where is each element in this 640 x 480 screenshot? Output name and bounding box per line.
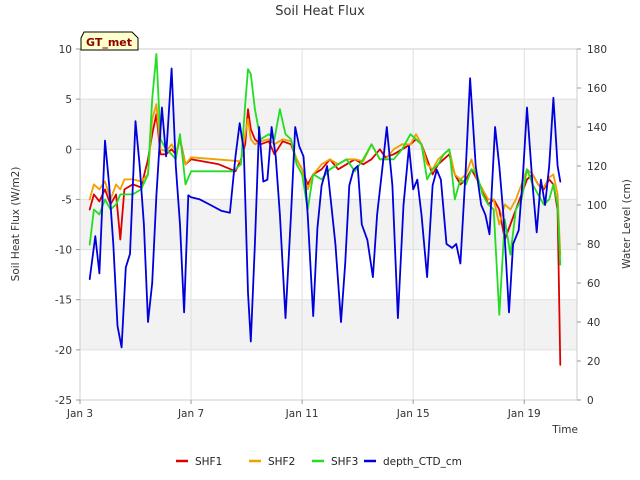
x-tick-label: Jan 7: [177, 408, 204, 420]
y-tick-label: -20: [55, 345, 72, 357]
x-axis: Jan 3 Jan 7 Jan 11 Jan 15 Jan 19: [66, 400, 541, 420]
x-tick-label: Jan 3: [66, 408, 93, 420]
x-tick-label: Jan 19: [507, 408, 541, 420]
series-line-shf3: [88, 53, 562, 316]
x-tick-label: Jan 15: [396, 408, 430, 420]
chart-title: Soil Heat Flux: [275, 4, 365, 19]
badge-label: GT_met: [86, 36, 132, 49]
legend-label: SHF1: [195, 456, 222, 468]
y2-tick-label: 140: [587, 122, 607, 134]
series-line-depth-ctd-cm: [88, 67, 562, 349]
background-band: [80, 349, 577, 400]
y2-tick-label: 60: [587, 278, 600, 290]
y-tick-label: -5: [62, 194, 72, 206]
left-y-axis: -25 -20 -15 -10 -5 0 5 10: [55, 44, 80, 407]
y-tick-label: 5: [65, 94, 72, 106]
background-band: [80, 299, 577, 350]
legend-label: SHF3: [331, 456, 358, 468]
right-y-axis: 0 20 40 60 80 100 120 140 160 180: [577, 44, 607, 407]
legend-label: SHF2: [268, 456, 295, 468]
badge-shape: [80, 31, 139, 51]
y-tick-label: -10: [55, 245, 72, 257]
y2-tick-label: 180: [587, 44, 607, 56]
y2-tick-label: 80: [587, 239, 600, 251]
station-badge: GT_met: [80, 31, 139, 51]
y2-tick-label: 20: [587, 356, 600, 368]
legend-label: depth_CTD_cm: [383, 456, 462, 468]
y-tick-label: -15: [55, 295, 72, 307]
y-tick-label: 10: [59, 44, 72, 56]
y-tick-label: 0: [65, 144, 72, 156]
x-tick-label: Jan 11: [285, 408, 319, 420]
y2-tick-label: 120: [587, 161, 607, 173]
background-band: [80, 49, 577, 100]
y2-tick-label: 100: [587, 200, 607, 212]
plot-frame: [79, 48, 578, 401]
y-axis-label: Soil Heat Flux (W/m2): [10, 167, 22, 282]
legend: SHF1 SHF2 SHF3 depth_CTD_cm: [176, 456, 462, 468]
background-band: [80, 249, 577, 300]
series-lines: [88, 53, 562, 366]
y2-tick-label: 160: [587, 83, 607, 95]
y2-axis-label: Water Level (cm): [621, 179, 633, 269]
y2-tick-label: 0: [587, 395, 594, 407]
y-tick-label: -25: [55, 395, 72, 407]
y2-tick-label: 40: [587, 317, 600, 329]
x-axis-label: Time: [551, 424, 578, 436]
